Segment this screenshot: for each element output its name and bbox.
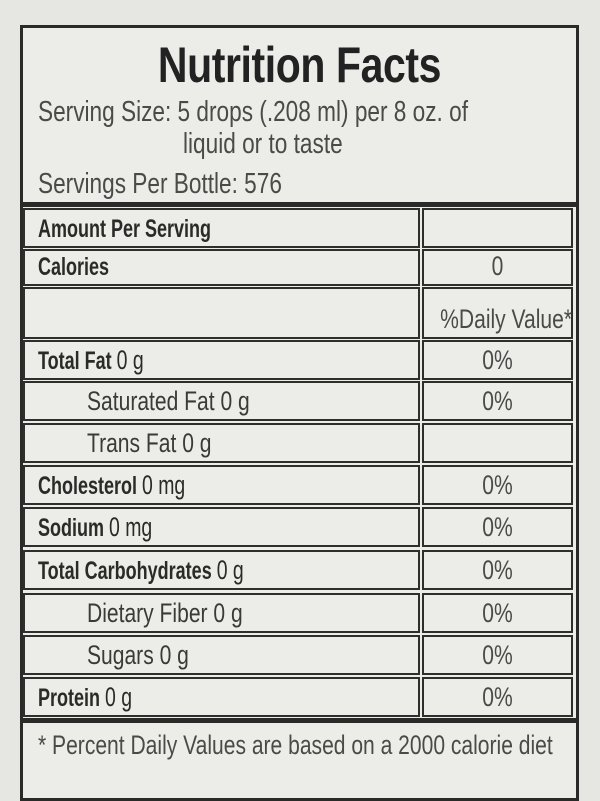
calories-label: Calories <box>38 253 110 281</box>
nutrient-daily-value: 0% <box>482 598 513 628</box>
nutrient-label: Sugars 0 g <box>87 640 189 671</box>
divider <box>20 202 576 207</box>
nutrient-amount: 0 g <box>159 640 189 670</box>
nutrient-label: Total Carbohydrates 0 g <box>38 555 244 586</box>
divider <box>20 718 576 723</box>
nutrient-daily-value: 0% <box>482 682 513 712</box>
nutrient-amount: 0 g <box>105 682 133 712</box>
nutrient-row: Trans Fat 0 g <box>20 423 576 463</box>
nutrient-row: Cholesterol 0 mg 0% <box>20 465 576 505</box>
nutrient-name: Dietary Fiber <box>87 598 208 628</box>
nutrient-name: Sugars <box>87 640 154 670</box>
nutrient-daily-value: 0% <box>482 386 513 416</box>
nutrient-row: Sodium 0 mg 0% <box>20 507 576 547</box>
nutrient-daily-value: 0% <box>482 555 513 585</box>
nutrient-label: Total Fat 0 g <box>38 345 144 376</box>
serving-size-continued: liquid or to taste <box>183 128 343 160</box>
daily-value-header-row: %Daily Value* <box>20 287 576 339</box>
daily-value-header: %Daily Value* <box>440 304 573 334</box>
nutrient-name: Sodium <box>38 514 105 542</box>
nutrient-row: Protein 0 g 0% <box>20 677 576 717</box>
nutrient-name: Total Fat <box>38 347 112 375</box>
amount-per-serving-row: Amount Per Serving <box>20 208 576 248</box>
nutrient-daily-value: 0% <box>482 640 513 670</box>
servings-per-bottle: Servings Per Bottle: 576 <box>38 168 282 200</box>
nutrient-daily-value: 0% <box>482 345 513 375</box>
nutrient-label: Cholesterol 0 mg <box>38 470 185 501</box>
nutrient-label: Trans Fat 0 g <box>87 428 211 459</box>
nutrient-daily-value: 0% <box>482 512 513 542</box>
amount-per-serving-label: Amount Per Serving <box>38 215 212 243</box>
nutrient-label: Dietary Fiber 0 g <box>87 598 243 629</box>
nutrient-row: Saturated Fat 0 g 0% <box>20 381 576 421</box>
label-title: Nutrition Facts <box>157 37 442 93</box>
nutrient-name: Total Carbohydrates <box>38 557 212 585</box>
calories-row: Calories 0 <box>20 249 576 286</box>
nutrient-amount: 0 g <box>182 428 212 458</box>
nutrient-row: Total Fat 0 g 0% <box>20 340 576 380</box>
nutrient-label: Protein 0 g <box>38 682 132 713</box>
nutrient-name: Cholesterol <box>38 472 138 500</box>
nutrient-amount: 0 g <box>213 598 243 628</box>
nutrient-amount: 0 g <box>216 555 244 585</box>
nutrient-amount: 0 mg <box>142 470 186 500</box>
nutrient-name: Protein <box>38 684 101 712</box>
nutrient-label: Saturated Fat 0 g <box>87 386 250 417</box>
calories-value: 0 <box>491 251 504 281</box>
serving-size: Serving Size: 5 drops (.208 ml) per 8 oz… <box>38 96 468 128</box>
nutrient-row: Sugars 0 g 0% <box>20 635 576 675</box>
nutrient-amount: 0 g <box>116 345 144 375</box>
nutrient-row: Dietary Fiber 0 g 0% <box>20 593 576 633</box>
footnote: * Percent Daily Values are based on a 20… <box>38 730 553 760</box>
nutrient-label: Sodium 0 mg <box>38 512 152 543</box>
nutrient-name: Trans Fat <box>87 428 177 458</box>
nutrient-daily-value: 0% <box>482 470 513 500</box>
nutrient-amount: 0 mg <box>109 512 153 542</box>
nutrient-amount: 0 g <box>220 386 250 416</box>
nutrient-name: Saturated Fat <box>87 386 215 416</box>
nutrient-row: Total Carbohydrates 0 g 0% <box>20 550 576 590</box>
